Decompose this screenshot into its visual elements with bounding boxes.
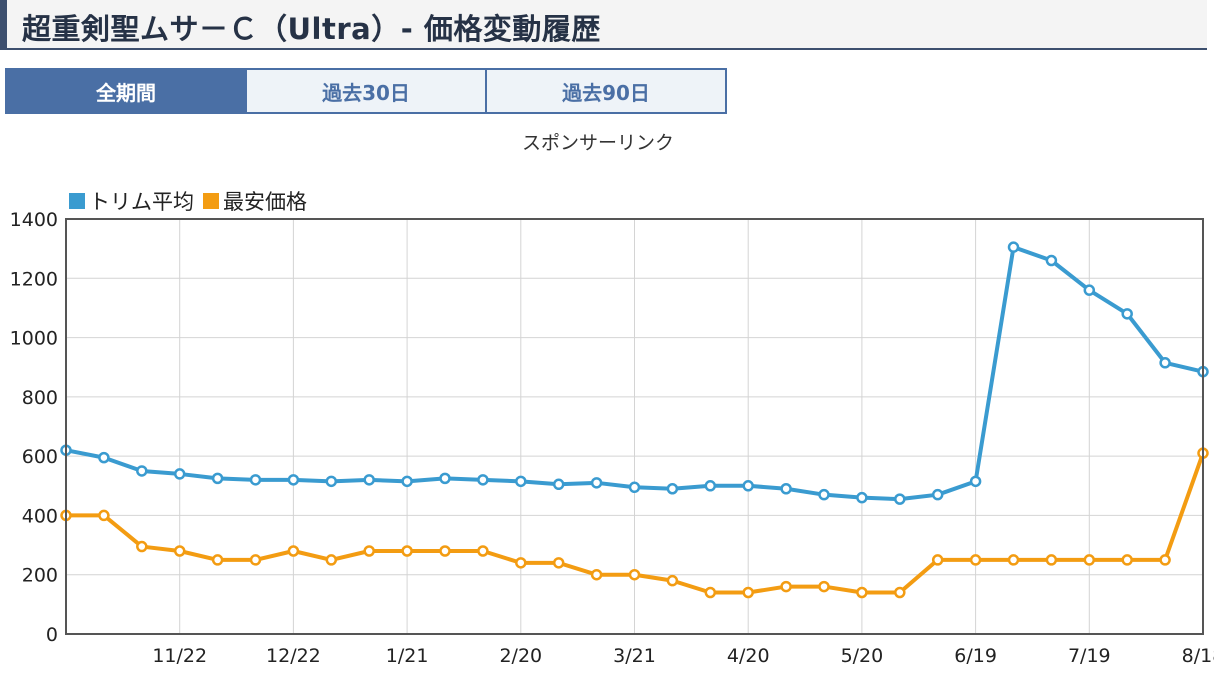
data-point	[1083, 284, 1096, 296]
data-point	[1045, 554, 1058, 566]
data-point	[325, 475, 338, 488]
series-lowest-price	[60, 447, 1209, 599]
tab-last-30-days[interactable]: 過去30日	[245, 70, 485, 112]
x-tick-label: 1/21	[386, 645, 429, 667]
data-point	[742, 586, 754, 599]
plot-area-border	[65, 218, 1204, 635]
data-point	[325, 554, 338, 566]
y-tick-label: 1000	[10, 328, 58, 350]
price-history-chart: トリム平均 最安価格 0 200 400 600 800 1000 1200 1400 11/2…	[10, 190, 1214, 667]
y-tick-label: 600	[22, 446, 58, 468]
data-point	[287, 474, 300, 486]
data-point	[477, 545, 489, 557]
data-point	[552, 557, 565, 569]
data-point	[1083, 554, 1096, 566]
data-point	[666, 483, 679, 495]
tab-all-period[interactable]: 全期間	[7, 70, 245, 112]
data-point	[249, 474, 262, 486]
data-point	[98, 451, 110, 464]
data-point	[590, 568, 603, 581]
data-point	[1121, 308, 1133, 320]
chart-legend: トリム平均 最安価格	[69, 190, 307, 214]
y-tick-label: 800	[22, 387, 58, 409]
data-point	[628, 568, 641, 581]
data-point	[818, 488, 830, 501]
x-tick-label: 6/19	[954, 645, 997, 667]
data-point	[780, 580, 792, 593]
y-tick-label: 1200	[10, 268, 58, 290]
data-point	[856, 586, 868, 599]
data-point	[780, 483, 792, 495]
data-point	[1007, 241, 1020, 253]
data-point	[401, 545, 413, 557]
x-tick-label: 8/18	[1182, 645, 1214, 667]
data-point	[818, 580, 830, 593]
y-tick-label: 0	[46, 624, 58, 646]
data-point	[515, 475, 527, 488]
page-title-bar: 超重剣聖ムサ－Ｃ（Ultra）- 価格変動履歴	[0, 0, 1207, 50]
data-point	[173, 545, 186, 557]
y-tick-label: 200	[22, 565, 58, 587]
data-point	[287, 545, 300, 557]
data-point	[1045, 254, 1058, 267]
data-point	[1159, 357, 1171, 369]
x-axis-ticks: 11/22 12/22 1/21 2/20 3/21 4/20 5/20 6/19 7/19 8/…	[152, 645, 1214, 667]
data-point	[552, 478, 565, 491]
data-point	[590, 477, 603, 489]
x-tick-label: 5/20	[841, 645, 884, 667]
data-point	[515, 557, 527, 569]
y-tick-label: 400	[22, 505, 58, 527]
data-point	[1007, 554, 1020, 566]
data-point	[931, 488, 944, 501]
data-point	[249, 554, 262, 566]
data-point	[439, 472, 451, 485]
data-point	[704, 586, 717, 599]
data-point	[211, 472, 224, 485]
data-point	[439, 545, 451, 557]
data-point	[931, 554, 944, 566]
period-tabs: 全期間 過去30日 過去90日	[5, 68, 727, 114]
data-point	[969, 554, 982, 566]
data-point	[969, 475, 982, 488]
x-tick-label: 7/19	[1068, 645, 1111, 667]
x-tick-label: 12/22	[266, 645, 321, 667]
data-point	[894, 493, 906, 505]
data-point	[894, 586, 906, 599]
legend-label-trim-average: トリム平均	[89, 190, 194, 214]
data-point	[173, 468, 186, 480]
x-tick-label: 11/22	[152, 645, 207, 667]
data-point	[628, 481, 641, 494]
tab-last-90-days[interactable]: 過去90日	[485, 70, 725, 112]
legend-swatch-lowest-price	[203, 193, 219, 209]
series-trim-average	[60, 241, 1209, 505]
y-tick-label: 1400	[10, 209, 58, 231]
data-point	[742, 480, 754, 492]
data-point	[1159, 554, 1171, 566]
data-point	[704, 480, 717, 492]
data-point	[401, 475, 413, 488]
data-point	[363, 474, 375, 486]
sponsor-link-label: スポンサーリンク	[522, 132, 675, 154]
data-point	[666, 574, 679, 587]
data-point	[856, 491, 868, 504]
page-title: 超重剣聖ムサ－Ｃ（Ultra）- 価格変動履歴	[22, 12, 601, 46]
x-tick-label: 3/21	[613, 645, 656, 667]
data-point	[136, 540, 148, 553]
y-axis-ticks: 0 200 400 600 800 1000 1200 1400	[10, 209, 58, 646]
x-tick-label: 4/20	[727, 645, 770, 667]
legend-swatch-trim-average	[69, 193, 85, 209]
data-point	[98, 509, 110, 522]
data-point	[136, 465, 148, 477]
legend-label-lowest-price: 最安価格	[223, 190, 307, 214]
chart-series	[60, 241, 1209, 599]
data-point	[211, 554, 224, 566]
x-tick-label: 2/20	[499, 645, 542, 667]
data-point	[363, 545, 375, 557]
data-point	[1121, 554, 1133, 566]
data-point	[477, 474, 489, 486]
